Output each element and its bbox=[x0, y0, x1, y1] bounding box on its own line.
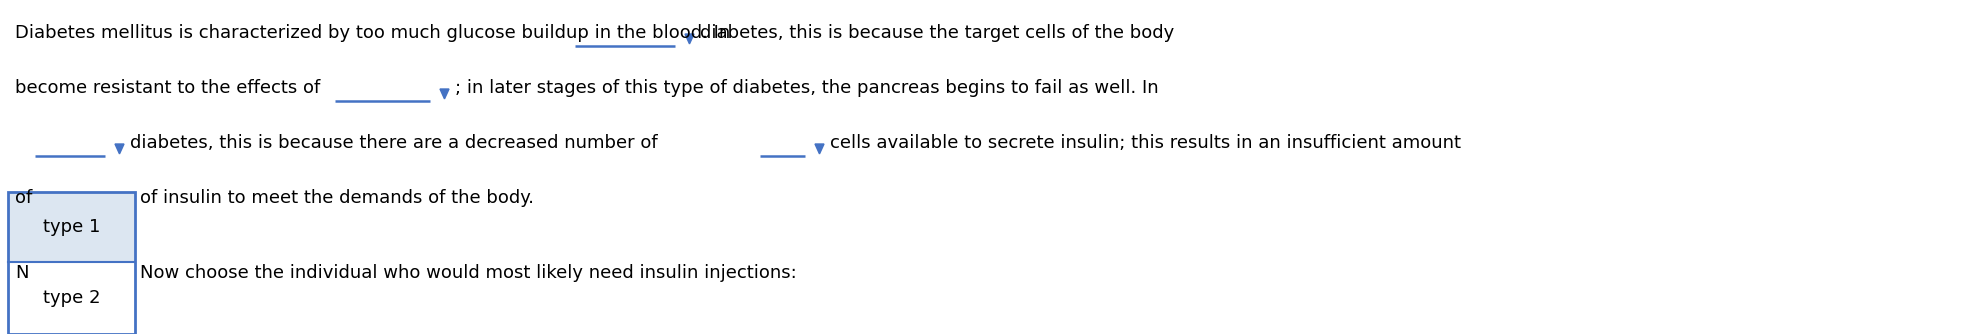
Text: type 2: type 2 bbox=[43, 289, 101, 307]
Polygon shape bbox=[685, 34, 694, 44]
Text: of insulin to meet the demands of the body.: of insulin to meet the demands of the bo… bbox=[140, 189, 535, 207]
Text: of: of bbox=[16, 189, 32, 207]
Text: Now choose the individual who would most likely need insulin injections:: Now choose the individual who would most… bbox=[140, 264, 797, 282]
Polygon shape bbox=[815, 144, 823, 154]
Text: Diabetes mellitus is characterized by too much glucose buildup in the blood. In: Diabetes mellitus is characterized by to… bbox=[16, 24, 730, 42]
Polygon shape bbox=[114, 144, 124, 154]
Polygon shape bbox=[440, 89, 448, 99]
Text: N: N bbox=[16, 264, 28, 282]
Text: type 1: type 1 bbox=[43, 218, 101, 236]
Text: ; in later stages of this type of diabetes, the pancreas begins to fail as well.: ; in later stages of this type of diabet… bbox=[454, 79, 1158, 97]
Bar bbox=[8, 192, 134, 262]
Text: cells available to secrete insulin; this results in an insufficient amount: cells available to secrete insulin; this… bbox=[829, 134, 1460, 152]
Text: diabetes, this is because the target cells of the body: diabetes, this is because the target cel… bbox=[700, 24, 1174, 42]
Text: diabetes, this is because there are a decreased number of: diabetes, this is because there are a de… bbox=[130, 134, 657, 152]
Bar bbox=[8, 262, 134, 334]
Bar bbox=[8, 192, 134, 334]
Text: become resistant to the effects of: become resistant to the effects of bbox=[16, 79, 320, 97]
